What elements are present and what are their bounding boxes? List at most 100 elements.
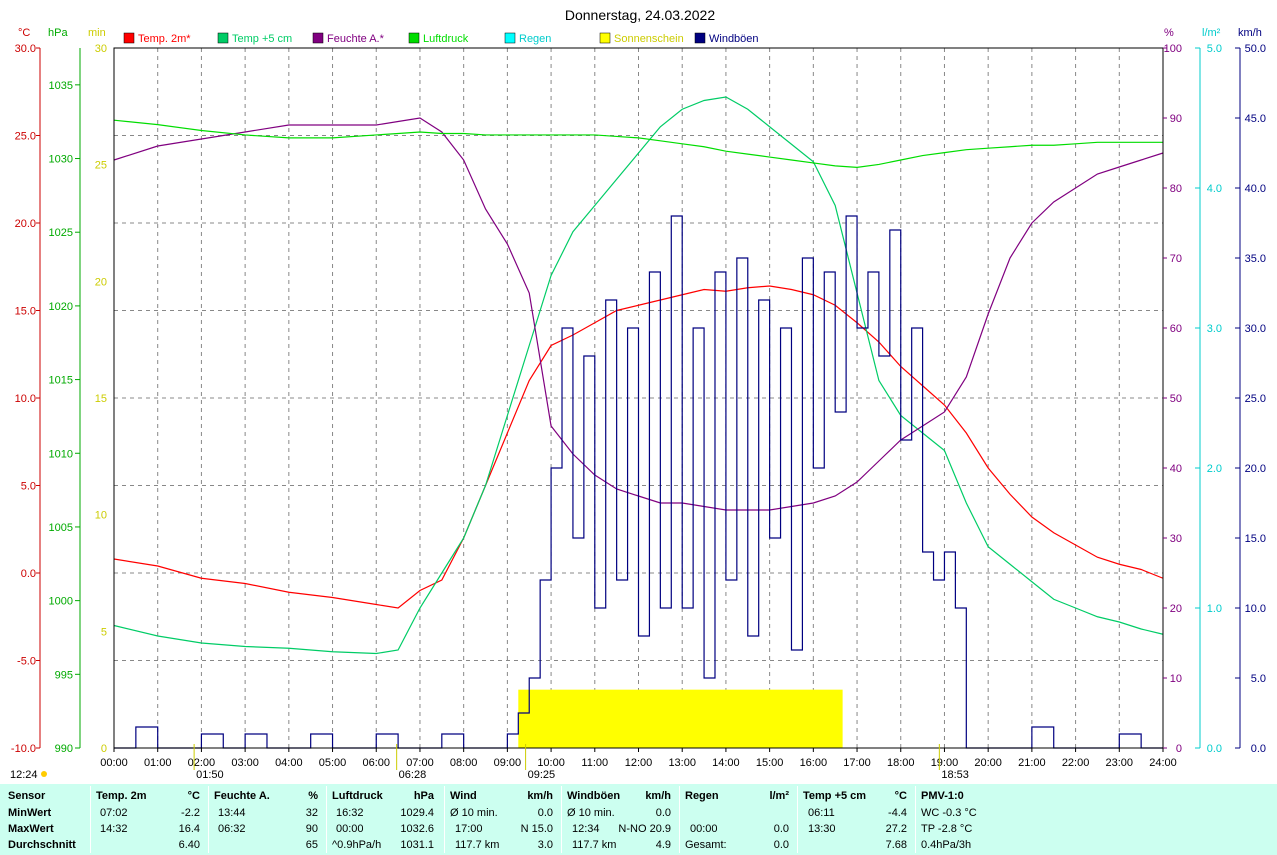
wind-tick-label: 30.0 <box>1245 323 1266 335</box>
wind-max: N 15.0 <box>520 823 553 835</box>
legend-swatch <box>217 32 229 44</box>
temp-tick-label: 10.0 <box>15 393 36 405</box>
temp5cm-max: 27.2 <box>885 823 907 835</box>
series-lines <box>113 96 1164 749</box>
wind-tick-label: 45.0 <box>1245 113 1266 125</box>
pmv-header: PMV-1:0 <box>921 790 964 802</box>
temp2m-unit: °C <box>187 790 200 802</box>
divider <box>797 786 798 853</box>
wind-header: Wind <box>450 790 477 802</box>
legend-label: Temp +5 cm <box>232 33 292 45</box>
current-time-label: 12:24 <box>10 769 38 781</box>
wind-max-time: 17:00 <box>455 823 483 835</box>
x-tick-label: 24:00 <box>1149 757 1177 769</box>
row-label-min: MinWert <box>8 807 52 819</box>
pressure-tick-label: 1030 <box>49 154 73 166</box>
temp-tick-label: 20.0 <box>15 218 36 230</box>
rain-header: Regen <box>685 790 719 802</box>
x-tick-label: 20:00 <box>974 757 1002 769</box>
temp-tick-label: 30.0 <box>15 43 36 55</box>
wind-tick-label: 40.0 <box>1245 183 1266 195</box>
x-tick-label: 03:00 <box>231 757 259 769</box>
sunshine-area <box>518 689 843 748</box>
humidity-max: 90 <box>305 823 318 835</box>
marker-label: 09:25 <box>528 769 556 781</box>
x-tick-label: 11:00 <box>581 757 608 769</box>
legend-swatch <box>504 32 516 44</box>
humidity-header: Feuchte A. <box>214 790 270 802</box>
pressure-tick-label: 1000 <box>49 596 73 608</box>
legend-label: Luftdruck <box>423 33 469 45</box>
x-tick-label: 08:00 <box>450 757 478 769</box>
temp2m-min-time: 07:02 <box>100 807 128 819</box>
wind-tick-label: 10.0 <box>1245 603 1266 615</box>
wind-tick-label: 20.0 <box>1245 463 1266 475</box>
pressure-min-time: 16:32 <box>336 807 364 819</box>
row-label-sensor: Sensor <box>8 790 46 802</box>
wind-avg: 3.0 <box>537 839 553 851</box>
sunshine-tick-label: 20 <box>95 276 107 288</box>
x-tick-label: 23:00 <box>1106 757 1134 769</box>
temp5cm-avg: 7.68 <box>885 839 907 851</box>
grid <box>114 48 1163 748</box>
x-tick-label: 00:00 <box>100 757 128 769</box>
x-tick-label: 10:00 <box>537 757 565 769</box>
legend-label: Feuchte A.* <box>327 33 385 45</box>
rain-tick-label: 3.0 <box>1207 323 1222 335</box>
x-tick-label: 18:00 <box>887 757 915 769</box>
marker-label: 18:53 <box>941 769 969 781</box>
pressure-unit: hPa <box>413 790 434 802</box>
rain-total-label: Gesamt: <box>685 839 727 851</box>
wind-distance: 117.7 km <box>455 839 500 851</box>
rain-unit: l/m² <box>769 790 789 802</box>
row-label-avg: Durchschnitt <box>8 839 76 851</box>
gusts-avg10-value: 0.0 <box>655 807 671 819</box>
pressure-max: 1032.6 <box>400 823 434 835</box>
wind-tick-label: 25.0 <box>1245 393 1266 405</box>
series-line-temp-2m <box>113 285 1164 609</box>
x-tick-label: 06:00 <box>362 757 390 769</box>
pmv-trend: 0.4hPa/3h <box>921 839 972 851</box>
pressure-trend: ^0.9hPa/h <box>332 839 382 851</box>
rain-tick-label: 2.0 <box>1207 463 1222 475</box>
temp-unit-label: °C <box>18 27 30 39</box>
humidity-tick-label: 10 <box>1170 673 1182 685</box>
time-markers: 01:50 06:28 09:25 18:53 12:24 <box>10 744 969 781</box>
marker-label: 06:28 <box>399 769 427 781</box>
divider <box>915 786 916 853</box>
gusts-avg: 4.9 <box>655 839 671 851</box>
temp5cm-min-time: 06:11 <box>808 807 835 819</box>
humidity-max-time: 06:32 <box>218 823 246 835</box>
pressure-tick-label: 990 <box>55 743 73 755</box>
rain-tick-label: 1.0 <box>1207 603 1222 615</box>
gusts-unit: km/h <box>645 790 671 802</box>
x-tick-label: 19:00 <box>931 757 959 769</box>
chart-title: Donnerstag, 24.03.2022 <box>565 7 715 23</box>
humidity-tick-label: 30 <box>1170 533 1182 545</box>
humidity-tick-label: 40 <box>1170 463 1182 475</box>
rain-tick-label: 0.0 <box>1207 743 1222 755</box>
rain-unit-label: l/m² <box>1202 27 1221 39</box>
x-tick-label: 22:00 <box>1062 757 1090 769</box>
temp-tick-label: -5.0 <box>17 656 36 668</box>
humidity-tick-label: 20 <box>1170 603 1182 615</box>
temp-tick-label: 5.0 <box>21 481 36 493</box>
humidity-tick-label: 60 <box>1170 323 1182 335</box>
divider <box>208 786 209 853</box>
humidity-tick-label: 100 <box>1164 43 1182 55</box>
wind-tick-label: 35.0 <box>1245 253 1266 265</box>
pmv-windchill: WC -0.3 °C <box>921 807 977 819</box>
gusts-max: N-NO 20.9 <box>618 823 671 835</box>
pressure-tick-label: 1010 <box>49 448 73 460</box>
rain-tick-label: 4.0 <box>1207 183 1222 195</box>
temp2m-header: Temp. 2m <box>96 790 147 802</box>
x-tick-label: 09:00 <box>494 757 522 769</box>
wind-tick-label: 5.0 <box>1251 673 1266 685</box>
temp5cm-unit: °C <box>894 790 907 802</box>
pressure-tick-label: 1025 <box>49 227 73 239</box>
wind-avg10-label: Ø 10 min. <box>450 807 498 819</box>
pressure-unit-label: hPa <box>48 27 68 39</box>
sunshine-tick-label: 25 <box>95 160 107 172</box>
legend-swatch <box>599 32 611 44</box>
wind-avg10-value: 0.0 <box>537 807 553 819</box>
